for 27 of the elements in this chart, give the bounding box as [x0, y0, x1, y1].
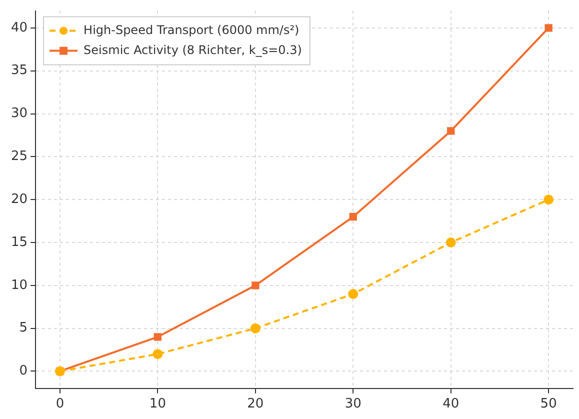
y-tick-label: 25 — [10, 149, 28, 164]
point — [252, 282, 260, 290]
y-tick-label: 0 — [19, 364, 28, 379]
point — [154, 333, 162, 341]
x-tick-label: 0 — [56, 396, 64, 412]
y-tick-label: 20 — [10, 192, 28, 207]
y-tick-label: 15 — [10, 234, 28, 250]
x-tick-label: 20 — [247, 396, 264, 412]
point — [447, 127, 455, 135]
y-tick-label: 30 — [10, 106, 28, 122]
point — [349, 212, 357, 221]
x-tick-label: 30 — [344, 396, 362, 412]
point — [250, 323, 260, 334]
point — [544, 24, 552, 32]
x-tick-label: 10 — [149, 396, 166, 412]
legend-label: Seismic Activity (8 Richter, k_s=0.3) — [84, 42, 302, 57]
x-tick-label: 50 — [540, 396, 557, 412]
x-tick-label: 40 — [442, 396, 460, 412]
y-tick-label: 35 — [10, 63, 28, 78]
point — [446, 238, 456, 248]
y-tick-label: 10 — [10, 278, 28, 293]
point — [152, 349, 163, 360]
y-tick-label: 5 — [19, 320, 28, 336]
y-tick-label: 40 — [10, 20, 28, 36]
point — [348, 289, 358, 299]
point — [544, 194, 554, 205]
legend-label: High-Speed Transport (6000 mm/s²) — [84, 22, 300, 37]
